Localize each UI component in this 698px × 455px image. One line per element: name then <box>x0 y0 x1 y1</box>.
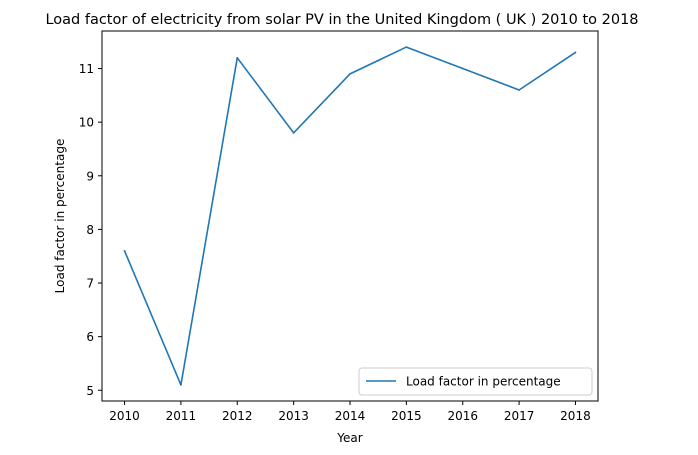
x-tick-label: 2014 <box>335 409 366 423</box>
data-point <box>123 249 126 252</box>
x-tick-label: 2012 <box>222 409 253 423</box>
data-point <box>405 46 408 48</box>
y-tick-label: 7 <box>86 277 94 291</box>
x-tick-label: 2010 <box>109 409 140 423</box>
x-tick-label: 2017 <box>504 409 535 423</box>
y-tick-label: 5 <box>86 384 94 398</box>
data-point <box>574 51 577 54</box>
y-tick-label: 10 <box>79 116 94 130</box>
data-point <box>461 67 464 70</box>
y-tick-label: 11 <box>79 62 94 76</box>
legend-box <box>358 367 593 396</box>
x-axis: 2010 2011 2012 2013 2014 2015 2016 2017 2018 <box>109 401 591 423</box>
x-axis-label: Year <box>336 431 362 445</box>
x-tick-label: 2011 <box>166 409 197 423</box>
series-line <box>123 46 576 386</box>
x-tick-label: 2018 <box>560 409 591 423</box>
series-layer <box>123 46 577 386</box>
data-point <box>349 73 351 75</box>
y-tick-label: 9 <box>86 169 94 183</box>
x-tick-label: 2015 <box>391 409 422 423</box>
chart-title: Load factor of electricity from solar PV… <box>45 12 638 28</box>
y-tick-label: 6 <box>86 330 94 344</box>
y-tick-label: 8 <box>86 223 94 237</box>
data-point <box>236 56 239 59</box>
legend-label: Load factor in percentage <box>406 375 561 389</box>
data-point <box>292 131 295 134</box>
x-tick-label: 2013 <box>278 409 309 423</box>
data-point <box>518 89 520 91</box>
x-tick-label: 2016 <box>447 409 478 423</box>
data-point <box>180 384 182 386</box>
y-axis: 5 6 7 8 9 10 11 <box>79 62 102 398</box>
y-axis-label: Load factor in percentage <box>53 139 67 294</box>
legend: Load factor in percentage <box>358 367 593 396</box>
